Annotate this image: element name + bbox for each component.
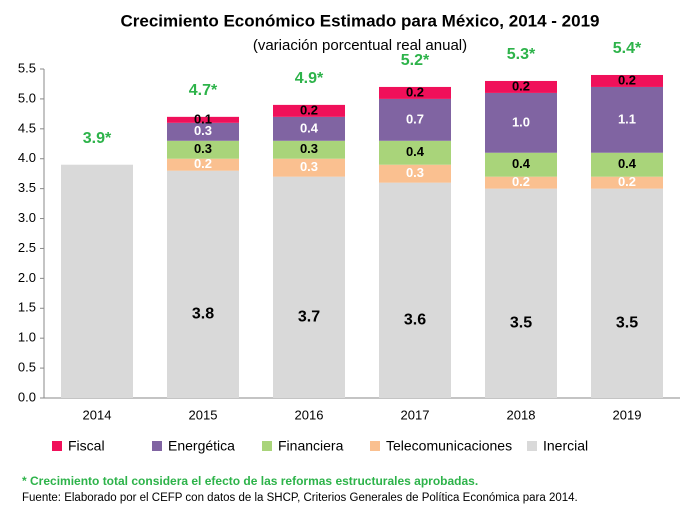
- y-tick-label: 2.0: [18, 270, 36, 285]
- bar-segment: [591, 176, 663, 189]
- chart-subtitle: (variación porcentual real anual): [253, 37, 467, 54]
- total-label: 5.2*: [401, 52, 430, 69]
- data-label: 0.2: [194, 156, 212, 171]
- y-tick-label: 1.0: [18, 330, 36, 345]
- legend-swatch: [370, 441, 380, 451]
- data-label: 0.2: [406, 84, 424, 99]
- x-tick-label: 2014: [83, 407, 112, 422]
- data-label: 0.7: [406, 111, 424, 126]
- x-tick-label: 2018: [507, 407, 536, 422]
- chart-title: Crecimiento Económico Estimado para Méxi…: [120, 11, 599, 30]
- y-tick-label: 3.0: [18, 210, 36, 225]
- data-label: 0.4: [512, 156, 531, 171]
- y-tick-label: 2.5: [18, 240, 36, 255]
- x-tick-label: 2015: [189, 407, 218, 422]
- bar-segment: [591, 188, 663, 398]
- data-label: 3.5: [510, 315, 532, 332]
- total-label: 5.3*: [507, 46, 536, 63]
- bar-segment: [485, 176, 557, 189]
- data-label: 3.8: [192, 306, 214, 323]
- total-label: 4.9*: [295, 70, 324, 87]
- source-note: Fuente: Elaborado por el CEFP con datos …: [22, 492, 578, 504]
- legend-label: Energética: [168, 438, 235, 454]
- bar-segment: [273, 116, 345, 141]
- data-label: 0.2: [618, 174, 636, 189]
- data-label: 0.2: [618, 72, 636, 87]
- total-label: 5.4*: [613, 40, 642, 57]
- data-label: 0.4: [406, 144, 425, 159]
- bar-segment: [591, 74, 663, 87]
- data-label: 0.4: [618, 156, 637, 171]
- legend-label: Fiscal: [68, 438, 105, 454]
- data-label: 0.1: [194, 111, 212, 126]
- legend-label: Financiera: [278, 438, 344, 454]
- total-label: 4.7*: [189, 82, 218, 99]
- y-tick-label: 1.5: [18, 300, 36, 315]
- bar-segment: [273, 158, 345, 177]
- data-label: 3.5: [616, 315, 638, 332]
- data-label: 0.3: [300, 141, 318, 156]
- data-label: 0.3: [406, 165, 424, 180]
- data-label: 1.1: [618, 111, 636, 126]
- footnote: * Crecimiento total considera el efecto …: [22, 474, 478, 488]
- legend-label: Inercial: [543, 438, 588, 454]
- y-tick-label: 4.0: [18, 150, 36, 165]
- legend-swatch: [527, 441, 537, 451]
- y-tick-label: 0.5: [18, 360, 36, 375]
- y-tick-label: 0.0: [18, 389, 36, 404]
- bar-segment: [379, 182, 451, 398]
- bar-segment: [379, 164, 451, 183]
- bar-segment: [379, 98, 451, 141]
- bar-segment: [273, 140, 345, 159]
- bar-segment: [273, 176, 345, 398]
- data-label: 0.3: [194, 141, 212, 156]
- bar-segment: [61, 164, 133, 398]
- bar-segment: [167, 170, 239, 398]
- bar-segment: [591, 86, 663, 153]
- x-tick-label: 2016: [295, 407, 324, 422]
- y-tick-label: 5.0: [18, 90, 36, 105]
- data-label: 3.6: [404, 312, 426, 329]
- bar-segment: [167, 158, 239, 171]
- data-label: 0.2: [300, 102, 318, 117]
- data-label: 0.2: [512, 78, 530, 93]
- data-label: 3.7: [298, 309, 320, 326]
- data-label: 1.0: [512, 114, 530, 129]
- legend-label: Telecomunicaciones: [386, 438, 512, 454]
- data-label: 0.3: [300, 159, 318, 174]
- y-tick-label: 3.5: [18, 180, 36, 195]
- y-tick-label: 4.5: [18, 120, 36, 135]
- bar-segment: [167, 140, 239, 159]
- bar-segment: [167, 122, 239, 141]
- total-label: 3.9*: [83, 130, 112, 147]
- data-label: 0.3: [194, 123, 212, 138]
- y-tick-label: 5.5: [18, 60, 36, 75]
- bar-segment: [485, 152, 557, 177]
- data-label: 0.4: [300, 120, 319, 135]
- bar-segment: [485, 80, 557, 93]
- bar-segment: [591, 152, 663, 177]
- bar-segment: [379, 140, 451, 165]
- legend-swatch: [52, 441, 62, 451]
- data-label: 0.2: [512, 174, 530, 189]
- x-tick-label: 2017: [401, 407, 430, 422]
- bar-segment: [379, 86, 451, 99]
- bar-segment: [273, 104, 345, 117]
- legend-swatch: [152, 441, 162, 451]
- x-tick-label: 2019: [613, 407, 642, 422]
- bar-segment: [485, 92, 557, 153]
- legend-swatch: [262, 441, 272, 451]
- bar-segment: [167, 116, 239, 123]
- bar-segment: [485, 188, 557, 398]
